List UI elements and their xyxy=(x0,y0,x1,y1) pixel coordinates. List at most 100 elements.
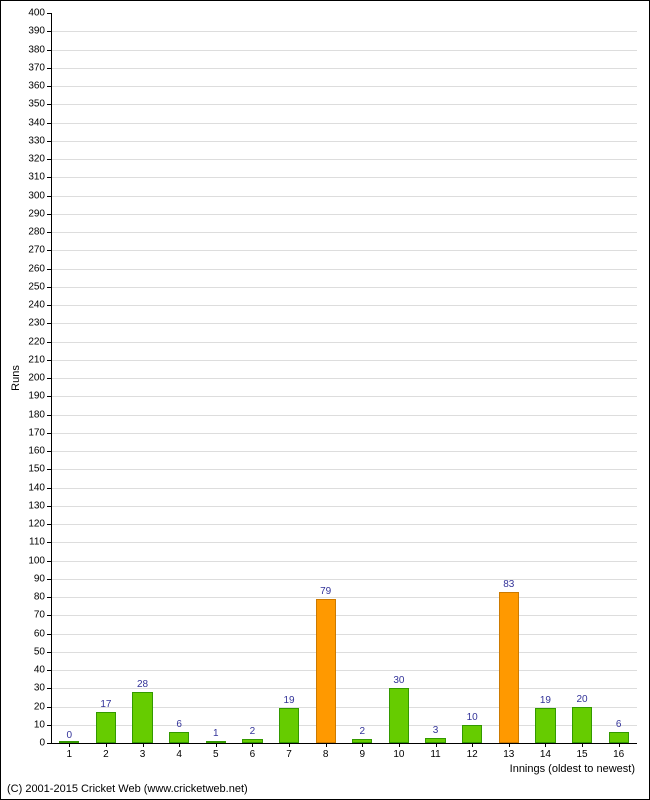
gridline xyxy=(51,68,637,69)
y-tick-label: 370 xyxy=(28,62,51,73)
gridline xyxy=(51,652,637,653)
gridline xyxy=(51,415,637,416)
y-tick-label: 40 xyxy=(34,665,51,676)
y-tick-label: 70 xyxy=(34,610,51,621)
y-tick-label: 380 xyxy=(28,44,51,55)
bar-value-label: 30 xyxy=(393,675,404,688)
x-tick-label: 4 xyxy=(176,743,182,760)
bar xyxy=(535,708,555,743)
bar xyxy=(389,688,409,743)
bar-value-label: 19 xyxy=(284,695,295,708)
gridline xyxy=(51,214,637,215)
y-tick-label: 390 xyxy=(28,26,51,37)
gridline xyxy=(51,250,637,251)
gridline xyxy=(51,433,637,434)
gridline xyxy=(51,196,637,197)
y-tick-label: 280 xyxy=(28,227,51,238)
gridline xyxy=(51,31,637,32)
y-tick-label: 400 xyxy=(28,8,51,19)
gridline xyxy=(51,396,637,397)
y-tick-label: 60 xyxy=(34,628,51,639)
gridline xyxy=(51,524,637,525)
gridline xyxy=(51,323,637,324)
bar xyxy=(132,692,152,743)
bar xyxy=(169,732,189,743)
gridline xyxy=(51,287,637,288)
y-tick-label: 200 xyxy=(28,373,51,384)
gridline xyxy=(51,123,637,124)
gridline xyxy=(51,342,637,343)
y-tick-label: 210 xyxy=(28,354,51,365)
bar-value-label: 0 xyxy=(67,730,73,743)
gridline xyxy=(51,305,637,306)
bar xyxy=(462,725,482,743)
y-tick-label: 150 xyxy=(28,464,51,475)
x-axis-title: Innings (oldest to newest) xyxy=(510,763,635,775)
gridline xyxy=(51,50,637,51)
gridline xyxy=(51,488,637,489)
bar-value-label: 2 xyxy=(360,726,366,739)
gridline xyxy=(51,506,637,507)
y-tick-label: 30 xyxy=(34,683,51,694)
bar-value-label: 6 xyxy=(616,719,622,732)
y-tick-label: 230 xyxy=(28,318,51,329)
x-tick-label: 2 xyxy=(103,743,109,760)
bar-value-label: 3 xyxy=(433,725,439,738)
gridline xyxy=(51,141,637,142)
y-tick-label: 10 xyxy=(34,719,51,730)
y-tick-label: 220 xyxy=(28,336,51,347)
bar-value-label: 1 xyxy=(213,728,219,741)
bar-value-label: 28 xyxy=(137,679,148,692)
y-tick-label: 300 xyxy=(28,190,51,201)
bar-value-label: 17 xyxy=(100,699,111,712)
gridline xyxy=(51,469,637,470)
plot-area: 0102030405060708090100110120130140150160… xyxy=(51,13,637,743)
x-tick-label: 10 xyxy=(393,743,404,760)
y-tick-label: 50 xyxy=(34,646,51,657)
x-tick-label: 12 xyxy=(467,743,478,760)
gridline xyxy=(51,634,637,635)
bar-value-label: 2 xyxy=(250,726,256,739)
gridline xyxy=(51,615,637,616)
y-tick-label: 360 xyxy=(28,81,51,92)
y-tick-label: 110 xyxy=(29,537,51,548)
y-tick-label: 140 xyxy=(28,482,51,493)
gridline xyxy=(51,579,637,580)
y-tick-label: 250 xyxy=(28,281,51,292)
y-tick-label: 260 xyxy=(28,263,51,274)
gridline xyxy=(51,177,637,178)
chart-frame: 0102030405060708090100110120130140150160… xyxy=(0,0,650,800)
y-tick-label: 170 xyxy=(28,427,51,438)
y-tick-label: 160 xyxy=(28,446,51,457)
gridline xyxy=(51,670,637,671)
x-tick-label: 16 xyxy=(613,743,624,760)
y-tick-label: 240 xyxy=(28,300,51,311)
y-tick-label: 270 xyxy=(28,245,51,256)
bar-value-label: 79 xyxy=(320,586,331,599)
gridline xyxy=(51,104,637,105)
y-tick-label: 0 xyxy=(39,738,51,749)
gridline xyxy=(51,159,637,160)
y-tick-label: 290 xyxy=(28,208,51,219)
x-tick-label: 1 xyxy=(67,743,73,760)
gridline xyxy=(51,232,637,233)
x-tick-label: 6 xyxy=(250,743,256,760)
x-tick-label: 5 xyxy=(213,743,219,760)
bar xyxy=(609,732,629,743)
y-tick-label: 180 xyxy=(28,409,51,420)
x-tick-label: 14 xyxy=(540,743,551,760)
bar-value-label: 20 xyxy=(577,694,588,707)
bar-value-label: 83 xyxy=(503,579,514,592)
y-tick-label: 80 xyxy=(34,592,51,603)
bar xyxy=(96,712,116,743)
x-tick-label: 9 xyxy=(360,743,366,760)
bar xyxy=(279,708,299,743)
bar xyxy=(572,707,592,744)
gridline xyxy=(51,597,637,598)
y-tick-label: 320 xyxy=(28,154,51,165)
y-tick-label: 310 xyxy=(28,172,51,183)
x-tick-label: 8 xyxy=(323,743,329,760)
y-tick-label: 350 xyxy=(28,99,51,110)
gridline xyxy=(51,360,637,361)
gridline xyxy=(51,542,637,543)
